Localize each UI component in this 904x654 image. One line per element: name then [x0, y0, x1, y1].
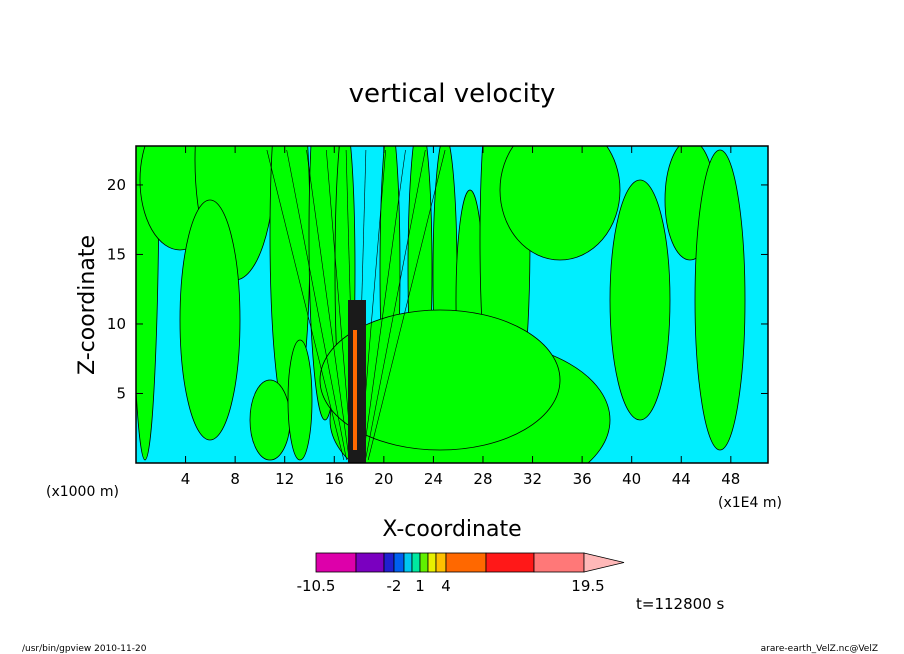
- velocity-field: [136, 146, 746, 463]
- colorbar-label: 19.5: [571, 577, 604, 595]
- colorbar-arrow: [583, 552, 625, 573]
- contour-streak-0: [266, 149, 345, 461]
- colorbar: [315, 552, 625, 573]
- footer-left: /usr/bin/gpview 2010-11-20: [22, 644, 147, 654]
- contour-region-19: [287, 339, 313, 461]
- y-tick-label: 15: [107, 245, 126, 263]
- colorbar-swatch: [393, 552, 405, 573]
- x-tick-label: 28: [473, 470, 492, 488]
- x-tick-label: 24: [424, 470, 443, 488]
- colorbar-swatch: [411, 552, 421, 573]
- contour-region-18: [249, 379, 291, 461]
- y-tick-label: 5: [116, 384, 126, 402]
- plot-frame: [135, 145, 769, 464]
- plot-area: [135, 145, 769, 464]
- contour-region-13: [609, 179, 671, 421]
- y-axis-ticks: 5 10 15 20: [107, 176, 768, 402]
- x-tick-label: 20: [374, 470, 393, 488]
- x-tick-label: 40: [622, 470, 641, 488]
- x-unit-left: (x1000 m): [46, 484, 119, 500]
- y-axis-label: Z-coordinate: [75, 235, 100, 375]
- x-axis-label: X-coordinate: [382, 517, 521, 542]
- x-tick-label: 48: [721, 470, 740, 488]
- chart-title: vertical velocity: [349, 79, 556, 109]
- contour-streak-1: [286, 149, 347, 461]
- x-tick-label: 4: [181, 470, 191, 488]
- time-label: t=112800 s: [636, 595, 724, 613]
- colorbar-swatch: [485, 552, 535, 573]
- colorbar-label: 1: [415, 577, 425, 595]
- y-tick-label: 20: [107, 176, 126, 194]
- colorbar-swatch: [445, 552, 487, 573]
- colorbar-swatch: [427, 552, 437, 573]
- contour-streak-8: [365, 149, 426, 461]
- colorbar-swatch: [419, 552, 429, 573]
- y-tick-label: 10: [107, 315, 126, 333]
- contour-region-17: [694, 149, 746, 451]
- footer-right: arare-earth_VelZ.nc@VelZ: [761, 644, 878, 654]
- x-tick-label: 12: [275, 470, 294, 488]
- colorbar-swatch: [403, 552, 413, 573]
- x-axis-ticks: 4 8 12 16 20 24 28 32 36 40 44 48: [181, 146, 740, 488]
- contour-region-3: [179, 199, 241, 441]
- x-tick-label: 32: [523, 470, 542, 488]
- colorbar-labels: -10.5 -2 1 4 19.5: [297, 577, 605, 595]
- colorbar-swatch: [533, 552, 585, 573]
- colorbar-swatch: [435, 552, 447, 573]
- contour-streak-3: [326, 149, 353, 461]
- colorbar-label: -10.5: [297, 577, 336, 595]
- contour-streak-2: [306, 149, 350, 461]
- colorbar-label: 4: [441, 577, 451, 595]
- x-tick-label: 36: [573, 470, 592, 488]
- colorbar-label: -2: [387, 577, 402, 595]
- x-tick-label: 44: [672, 470, 691, 488]
- contour-region-12: [499, 146, 621, 261]
- core-highlight: [353, 330, 357, 450]
- x-tick-label: 16: [325, 470, 344, 488]
- x-unit-right: (x1E4 m): [718, 495, 782, 511]
- colorbar-swatch: [315, 552, 357, 573]
- x-tick-label: 8: [230, 470, 240, 488]
- colorbar-swatch: [383, 552, 395, 573]
- contour-region-16: [319, 309, 561, 451]
- contour-streak-9: [367, 149, 446, 461]
- colorbar-swatch: [355, 552, 385, 573]
- contour-streak-7: [362, 149, 406, 461]
